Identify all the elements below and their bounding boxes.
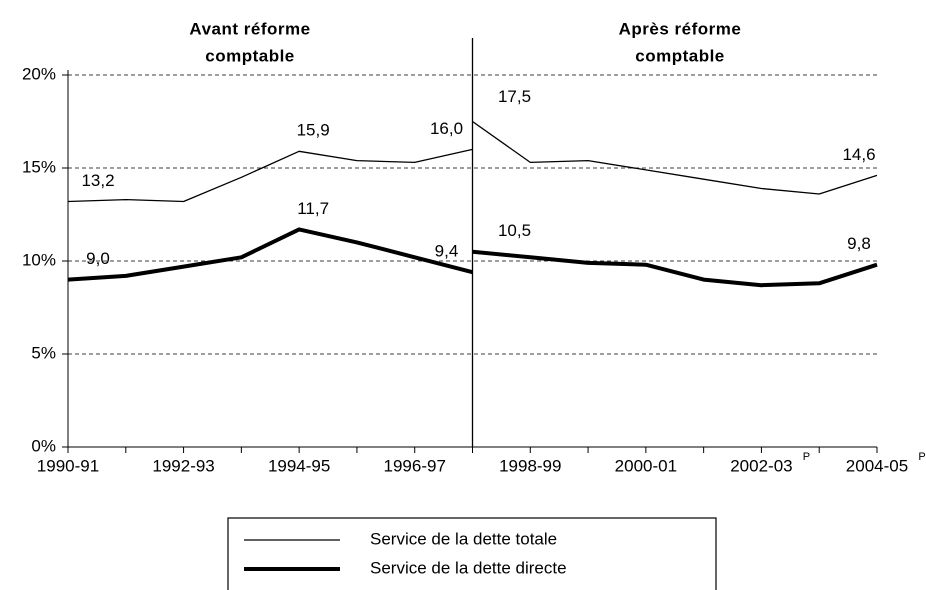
section-title: comptable — [205, 46, 295, 65]
x-tick-label: 1990-91 — [37, 456, 99, 475]
y-tick-label: 0% — [31, 436, 56, 455]
series-line — [67, 227, 473, 282]
legend-label: Service de la dette directe — [370, 558, 567, 577]
data-label: 14,6 — [842, 145, 875, 164]
x-tick-label: 2002-03 — [730, 456, 792, 475]
section-title: Après réforme — [619, 19, 742, 38]
data-label: 9,4 — [435, 242, 459, 261]
x-tick-label: 2000-01 — [615, 456, 677, 475]
data-label: 9,0 — [86, 249, 110, 268]
y-tick-label: 5% — [31, 343, 56, 362]
y-tick-label: 10% — [22, 250, 56, 269]
x-tick-label: 1996-97 — [384, 456, 446, 475]
x-tick-label: 1998-99 — [499, 456, 561, 475]
data-label: 17,5 — [498, 87, 531, 106]
series-line — [67, 148, 473, 203]
series-line — [472, 120, 878, 195]
x-tick-note: P — [918, 451, 925, 463]
x-tick-label: 1992-93 — [152, 456, 214, 475]
x-tick-note: P — [803, 451, 810, 463]
x-tick-label: 2004-05 — [846, 456, 908, 475]
data-label: 16,0 — [430, 119, 463, 138]
legend-box — [227, 517, 717, 590]
data-label: 13,2 — [81, 171, 114, 190]
section-title: Avant réforme — [189, 19, 310, 38]
x-tick-label: 1994-95 — [268, 456, 330, 475]
data-label: 11,7 — [297, 199, 329, 218]
series-line — [472, 249, 878, 288]
y-tick-label: 15% — [22, 157, 56, 176]
y-tick-label: 20% — [22, 64, 56, 83]
legend-label: Service de la dette totale — [370, 529, 557, 548]
data-label: 15,9 — [297, 121, 330, 140]
data-label: 9,8 — [847, 234, 871, 253]
section-title: comptable — [635, 46, 725, 65]
data-label: 10,5 — [498, 221, 531, 240]
